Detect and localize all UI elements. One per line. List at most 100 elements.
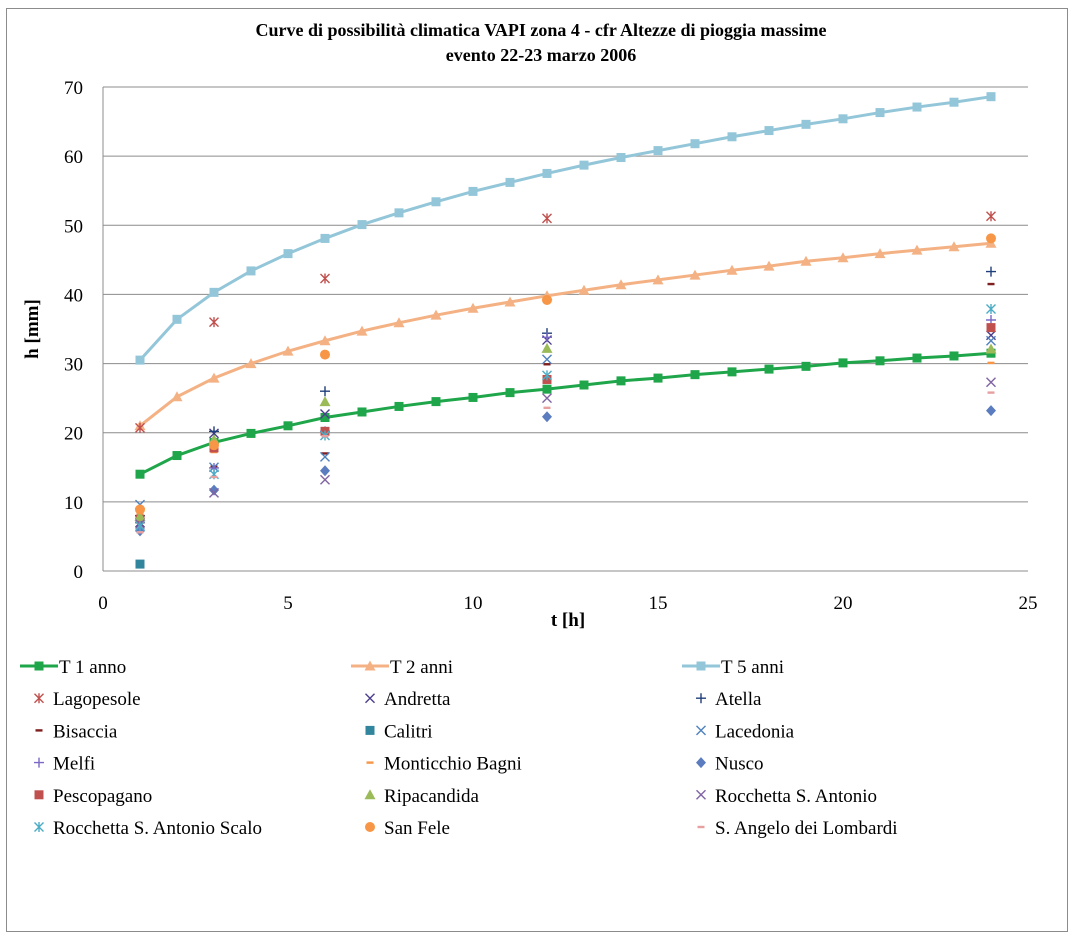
data-point [874,248,886,259]
legend-entry: Calitri [365,721,433,742]
data-point [319,396,331,407]
legend-marker [366,761,374,764]
data-point [135,559,145,569]
data-point [986,405,996,417]
x-tick-label: 10 [464,593,483,614]
data-point [615,279,627,290]
series-station [135,323,996,524]
data-point [430,309,442,320]
data-point [210,475,218,479]
legend-label: T 1 anno [59,657,126,678]
legend-entry: Rocchetta S. Antonio [696,786,877,807]
legend-label: Andretta [384,689,451,710]
x-tick-label: 5 [283,593,293,614]
data-point [172,451,182,461]
data-point [987,391,995,394]
data-point [986,92,996,102]
data-point [579,380,589,390]
legend-entry: Bisaccia [35,721,118,742]
data-point [321,452,329,455]
chart-subtitle: evento 22-23 marzo 2006 [446,45,636,65]
legend-entry: Melfi [34,754,95,775]
data-point [320,451,330,462]
data-point [394,401,404,411]
data-point [616,153,626,163]
axes [102,87,1028,572]
y-tick-label: 10 [64,493,83,514]
data-point [320,413,330,423]
x-tick-label: 0 [98,593,108,614]
data-point [135,521,145,532]
legend-entry: Monticchio Bagni [366,754,522,775]
legend-marker [364,660,376,671]
data-point [949,351,959,361]
y-tick-label: 20 [64,424,83,445]
legend-label: Pescopagano [53,786,152,807]
legend-label: Melfi [53,754,95,775]
y-axis-label: h [mm] [22,299,43,359]
series-station [136,282,995,513]
legend-marker [34,693,44,704]
data-point [505,177,515,187]
legend-label: Ripacandida [384,786,480,807]
data-point [321,434,329,438]
data-point [320,349,330,360]
x-tick-label: 25 [1019,593,1038,614]
data-point [578,284,590,295]
data-point [172,314,182,324]
data-point [986,377,996,388]
series-station [135,303,996,532]
data-point [467,302,479,313]
data-point [320,233,330,243]
data-point [319,335,331,346]
legend-entry: Rocchetta S. Antonio Scalo [34,818,262,839]
data-point [136,531,144,534]
y-tick-label: 30 [64,355,83,376]
legend-entry: Lagopesole [34,689,141,710]
series-line [139,351,992,476]
legend-marker [697,825,705,829]
series-station [136,361,995,515]
legend-label: Bisaccia [53,721,118,742]
data-point [986,266,996,277]
data-point [468,392,478,402]
station-series [134,211,997,569]
legend-label: Monticchio Bagni [384,754,522,775]
data-point [986,335,996,346]
data-point [245,358,257,369]
curve-series [134,92,997,479]
legend-entry: Atella [696,689,762,710]
data-point [912,102,922,112]
data-point [542,332,552,343]
data-point [209,317,219,328]
data-point [246,266,256,276]
data-point [320,273,330,284]
legend-label: Rocchetta S. Antonio [715,786,877,807]
data-point [616,376,626,386]
legend-label: Lagopesole [53,689,141,710]
data-point [320,386,330,397]
series-line [138,95,992,362]
data-point [801,119,811,129]
legend-entry: T 1 anno [20,657,126,678]
data-point [283,249,293,259]
legend-entry: Nusco [696,754,764,775]
data-point [875,108,885,118]
legend-entry: Lacedonia [696,721,795,742]
data-point [282,345,294,356]
legend: T 1 anno T 2 anni T 5 anni Lagopesole Andret… [20,657,898,839]
y-tick-label: 50 [64,216,83,237]
data-point [135,355,145,365]
series-line [139,241,992,427]
series-station [135,233,996,515]
legend-marker [34,822,44,832]
data-point [949,97,959,107]
data-point [320,465,330,477]
data-point [543,363,551,366]
data-point [542,213,552,224]
legend-marker [696,789,706,800]
data-point [208,372,220,383]
data-point [653,373,663,383]
data-point [542,294,552,305]
data-point [652,274,664,285]
